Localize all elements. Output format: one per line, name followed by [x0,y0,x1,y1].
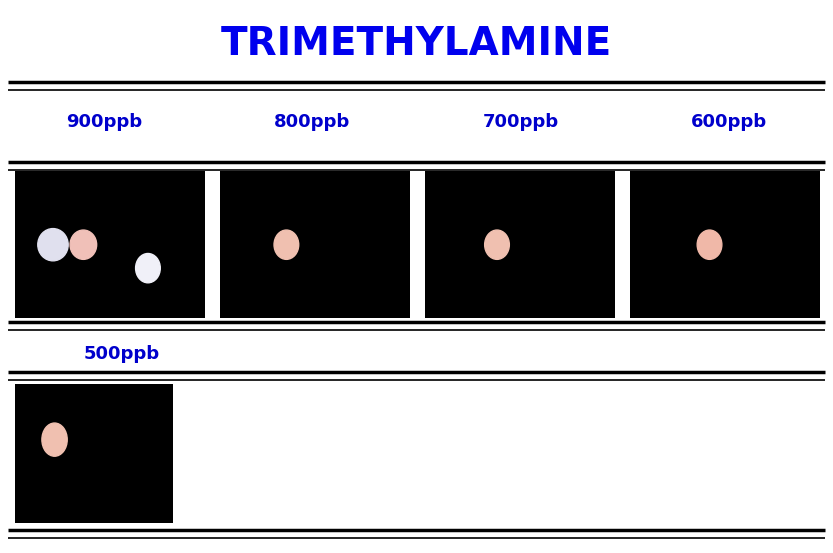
Ellipse shape [485,230,509,259]
Text: 900ppb: 900ppb [66,113,142,131]
Text: 600ppb: 600ppb [691,113,767,131]
Ellipse shape [70,230,97,259]
Ellipse shape [274,230,299,259]
Ellipse shape [37,228,68,261]
Text: 500ppb: 500ppb [83,345,159,363]
Text: TRIMETHYLAMINE: TRIMETHYLAMINE [221,25,612,63]
Ellipse shape [42,423,67,456]
Ellipse shape [136,253,160,283]
Text: 700ppb: 700ppb [482,113,559,131]
Ellipse shape [697,230,722,259]
Text: 800ppb: 800ppb [274,113,351,131]
